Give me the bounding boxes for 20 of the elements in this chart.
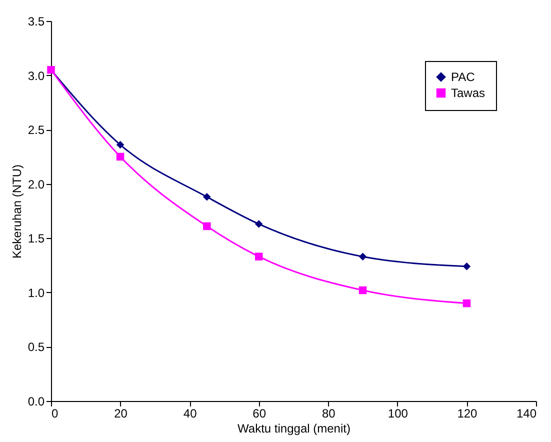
y-axis-title: Kekeruhan (NTU) [10, 164, 24, 259]
x-axis-title: Waktu tinggal (menit) [238, 422, 350, 436]
x-tick-label: 40 [183, 406, 198, 420]
x-tick-label: 20 [114, 406, 128, 420]
x-tick-label: 80 [322, 406, 336, 420]
y-tick-label: 1.0 [28, 286, 45, 300]
y-tick-label: 2.5 [28, 123, 45, 138]
x-tick-label: 0 [52, 406, 58, 420]
x-tick-label: 100 [388, 406, 408, 420]
legend-label: PAC [451, 70, 476, 84]
y-tick-label: 3.5 [28, 14, 45, 28]
x-tick-label: 140 [516, 406, 537, 420]
y-tick-label: 1.5 [28, 232, 45, 246]
y-tick-label: 0.0 [28, 394, 45, 408]
y-tick-label: 3.0 [28, 68, 45, 83]
y-tick-label: 2.0 [28, 177, 45, 192]
y-tick-label: 0.5 [28, 340, 45, 354]
x-tick-label: 120 [457, 406, 478, 420]
x-tick-label: 60 [252, 406, 266, 420]
legend-label: Tawas [451, 86, 486, 100]
